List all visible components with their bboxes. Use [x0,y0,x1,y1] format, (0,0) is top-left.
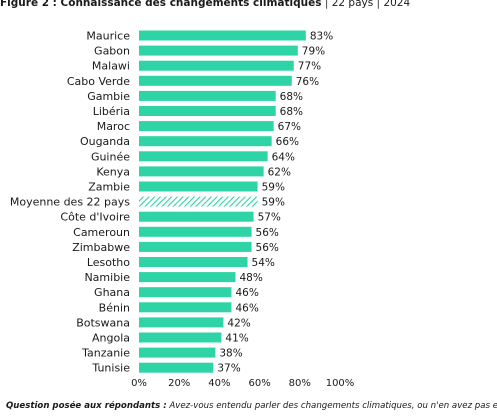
category-label: Kenya [96,165,130,178]
x-axis: 0% 20% 40% 60% 80% 100% [131,378,354,389]
data-label: 67% [278,121,301,133]
category-label: Malawi [92,60,130,73]
bar [139,121,274,132]
category-label: Angola [92,332,130,345]
data-label: 41% [225,333,248,345]
bar [139,211,254,222]
bar [139,151,268,162]
bar [139,362,214,373]
data-labels: 83% 79% 77% 76% 68% 68% 67% 66% 64% 62% 59% 59% 57% 5… [217,31,333,375]
category-label: Bénin [99,301,130,314]
category-label: Lesotho [87,256,130,269]
figure-title-main: Figure 2 : Connaissance des changements … [0,0,322,9]
figure-title: Figure 2 : Connaissance des changements … [0,0,410,9]
x-tick-label: 40% [208,378,230,389]
title-separator: | [376,0,381,9]
category-label: Cabo Verde [67,75,130,88]
title-separator: | [324,0,329,9]
question-note: Question posée aux répondants : Avez-vou… [6,401,497,411]
bar [139,332,222,343]
bar-chart: Maurice Gabon Malawi Cabo Verde Gambie Libéri… [10,30,354,390]
bar [139,241,252,252]
bar [139,287,232,298]
title-year: 2024 [383,0,411,9]
data-label: 54% [252,257,275,269]
category-label: Zimbabwe [72,241,130,254]
category-label: Botswana [76,316,130,329]
data-label: 66% [276,136,299,148]
data-label: 56% [256,242,279,254]
data-label: 68% [280,106,303,118]
data-label: 56% [256,227,279,239]
bar [139,347,216,358]
category-label: Tanzanie [81,347,130,360]
bar [139,60,294,71]
data-label: 77% [298,61,321,73]
question-text: Avez-vous entendu parler des changements… [169,401,497,411]
x-tick-label: 80% [289,378,311,389]
category-label: Maurice [86,30,130,43]
bar [139,90,276,101]
data-label: 46% [235,302,258,314]
data-label: 42% [227,317,250,329]
data-label: 57% [258,212,281,224]
category-label: Gabon [94,45,130,58]
category-label: Zambie [88,181,130,194]
x-tick-label: 100% [326,378,355,389]
category-label: Maroc [97,120,130,133]
data-label: 68% [280,91,303,103]
bar [139,226,252,237]
average-bar [139,196,258,207]
bar [139,302,232,313]
question-label: Question posée aux répondants : [6,401,167,411]
bar [139,257,248,267]
category-labels: Maurice Gabon Malawi Cabo Verde Gambie Libéri… [10,30,130,375]
category-label: Ghana [94,286,130,299]
category-label: Gambie [87,90,130,103]
category-label: Guinée [91,150,130,163]
bars [139,30,306,373]
data-label: 83% [310,31,333,43]
bar [139,317,224,328]
category-label: Namibie [84,271,130,284]
bar [139,272,236,283]
bar [139,45,298,56]
title-countries: 22 pays [331,0,374,9]
category-label: Moyenne des 22 pays [10,196,130,209]
bar [139,181,258,192]
data-label: 38% [219,348,242,360]
bar [139,30,306,41]
data-label: 46% [235,287,258,299]
data-label: 64% [272,151,295,163]
data-label: 37% [217,363,240,375]
data-label: 59% [262,182,285,194]
data-label: 79% [302,46,325,58]
data-label: 76% [296,76,319,88]
category-label: Tunisie [91,362,130,375]
bar [139,166,264,177]
category-label: Côte d'Ivoire [60,211,130,224]
category-label: Ouganda [80,135,130,148]
category-label: Cameroun [73,226,130,239]
x-tick-label: 60% [248,378,270,389]
data-label: 59% [262,197,285,209]
category-label: Libéria [93,105,130,118]
data-label: 48% [239,272,262,284]
data-label: 62% [268,166,291,178]
bar [139,136,272,147]
x-tick-label: 0% [131,378,147,389]
bar [139,106,276,116]
bar [139,75,292,86]
x-tick-label: 20% [168,378,190,389]
